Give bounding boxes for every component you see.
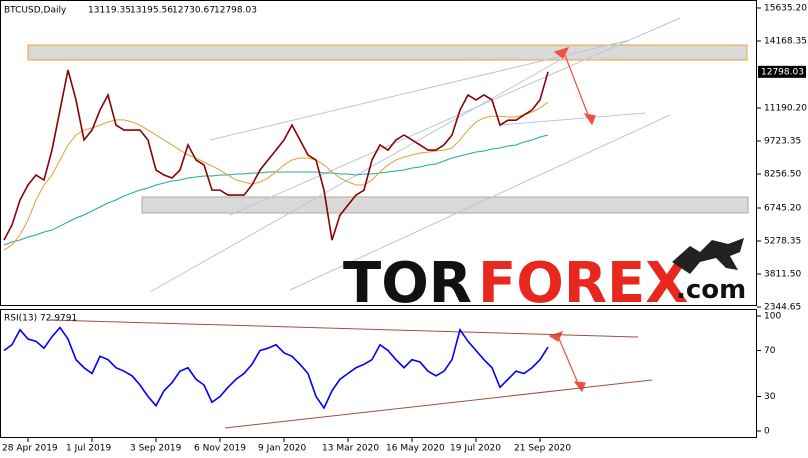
x-tick-label: 21 Sep 2020: [514, 444, 571, 454]
resistance-zone: [27, 44, 748, 61]
y-tick-label: 9723.35: [764, 137, 801, 147]
y-tick-label: 30: [764, 392, 776, 402]
y-tick-label: 0: [764, 427, 770, 437]
rsi-value: 72.9791: [40, 314, 77, 324]
y-tick-label: 6745.20: [764, 204, 801, 214]
rsi-trend-lines: [49, 319, 653, 429]
support-zone: [141, 196, 749, 214]
rsi-panel: [0, 309, 757, 438]
watermark-text: .com: [676, 275, 746, 305]
y-tick-label: 2344.65: [764, 303, 801, 313]
x-tick-label: 28 Apr 2019: [2, 444, 58, 454]
price-line: [3, 69, 549, 241]
y-tick-label: 100: [764, 312, 781, 322]
x-tick-label: 1 Jul 2019: [66, 444, 111, 454]
watermark-text: FOREX: [478, 251, 688, 316]
forecast-arrows: [548, 47, 596, 393]
y-tick-label: 70: [764, 346, 776, 356]
price-badge: [758, 65, 806, 78]
watermark-text: TOR: [343, 251, 472, 316]
symbol-title: BTCUSD,Daily: [4, 6, 67, 16]
watermark: TOR FOREX .com: [343, 238, 746, 316]
ohlc-high: 13195.56: [130, 6, 173, 16]
x-tick-label: 19 Jul 2020: [450, 444, 501, 454]
x-tick-label: 9 Jan 2020: [258, 444, 306, 454]
x-tick-label: 3 Sep 2019: [130, 444, 182, 454]
y-tick-label: 15635.20: [764, 4, 807, 14]
rsi-label: RSI(13): [4, 314, 37, 324]
ohlc-low: 12730.67: [172, 6, 215, 16]
y-tick-label: 14168.35: [764, 37, 807, 47]
x-tick-label: 6 Nov 2019: [194, 444, 246, 454]
y-tick-label: 11190.20: [764, 104, 807, 114]
y-tick-label: 3811.50: [764, 270, 801, 280]
x-tick-label: 16 May 2020: [386, 444, 445, 454]
plot: [3, 69, 549, 410]
y-tick-label: 5278.35: [764, 237, 801, 247]
x-tick-label: 13 Mar 2020: [322, 444, 379, 454]
y-tick-label: 8256.50: [764, 170, 801, 180]
rsi-line: [3, 326, 549, 410]
price-line: [3, 101, 549, 251]
bull-icon: [672, 238, 744, 274]
channel-lines: [149, 17, 681, 293]
ohlc-open: 13119.35: [88, 6, 131, 16]
ohlc-close: 12798.03: [214, 6, 257, 16]
price-badge-label: 12798.03: [761, 67, 804, 77]
